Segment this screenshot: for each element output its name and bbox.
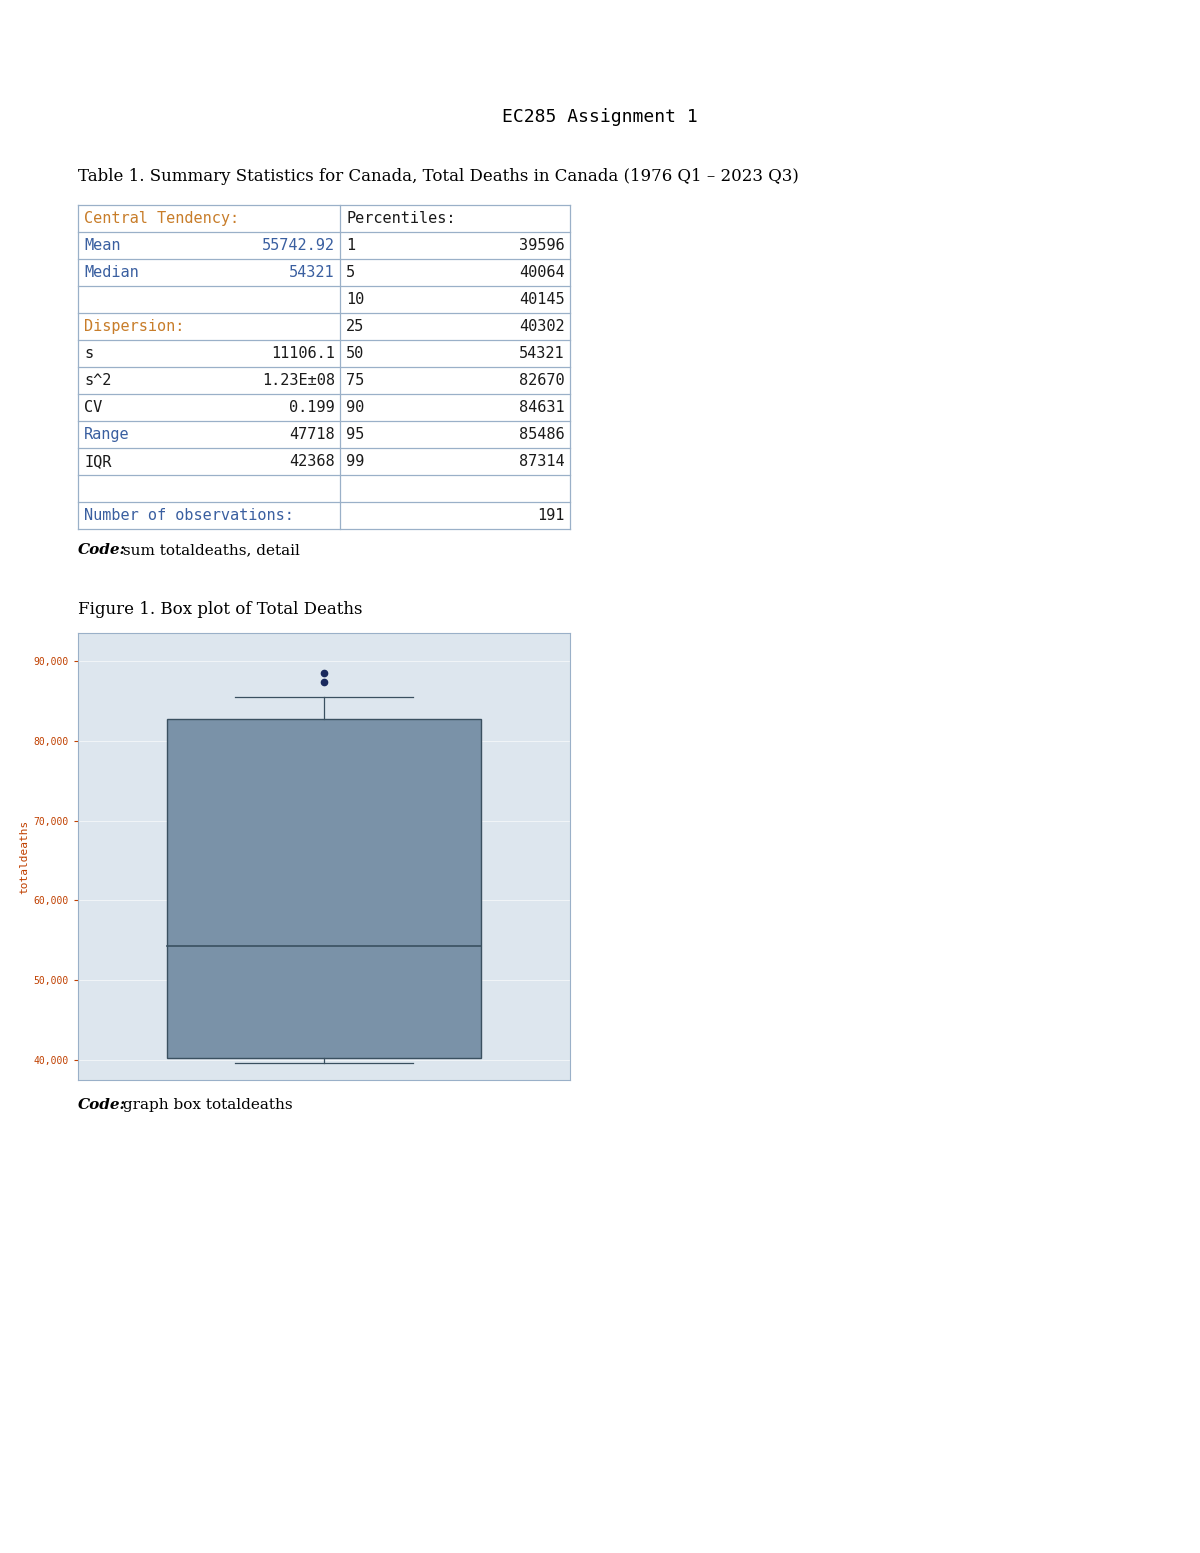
Text: 99: 99 [346,453,365,469]
Text: 50: 50 [346,346,365,360]
Text: 47718: 47718 [289,427,335,443]
Y-axis label: totaldeaths: totaldeaths [19,820,30,893]
Text: 1: 1 [346,238,355,253]
Text: Percentiles:: Percentiles: [346,211,456,227]
Bar [167,719,481,1058]
Text: 42368: 42368 [289,453,335,469]
Text: 55742.92: 55742.92 [262,238,335,253]
Text: Figure 1. Box plot of Total Deaths: Figure 1. Box plot of Total Deaths [78,601,362,618]
Text: Mean: Mean [84,238,120,253]
Text: s^2: s^2 [84,373,112,388]
Text: Table 1. Summary Statistics for Canada, Total Deaths in Canada (1976 Q1 – 2023 Q: Table 1. Summary Statistics for Canada, … [78,168,799,185]
Text: 54321: 54321 [520,346,565,360]
Text: IQR: IQR [84,453,112,469]
Text: 82670: 82670 [520,373,565,388]
Text: EC285 Assignment 1: EC285 Assignment 1 [502,109,698,126]
Text: 25: 25 [346,318,365,334]
Text: 85486: 85486 [520,427,565,443]
Text: 40064: 40064 [520,266,565,280]
Text: s: s [84,346,94,360]
Text: 191: 191 [538,508,565,523]
Text: 95: 95 [346,427,365,443]
Text: graph box totaldeaths: graph box totaldeaths [118,1098,293,1112]
Text: Code:: Code: [78,544,126,558]
Text: Range: Range [84,427,130,443]
Text: 40302: 40302 [520,318,565,334]
Text: CV: CV [84,401,102,415]
Text: 10: 10 [346,292,365,307]
Text: Number of observations:: Number of observations: [84,508,294,523]
Text: 84631: 84631 [520,401,565,415]
Text: 1.23E±08: 1.23E±08 [262,373,335,388]
Text: 39596: 39596 [520,238,565,253]
Text: 75: 75 [346,373,365,388]
Text: Code:: Code: [78,1098,126,1112]
Text: 87314: 87314 [520,453,565,469]
Text: 40145: 40145 [520,292,565,307]
Text: Central Tendency:: Central Tendency: [84,211,239,227]
Text: 11106.1: 11106.1 [271,346,335,360]
Text: sum totaldeaths, detail: sum totaldeaths, detail [118,544,300,558]
Text: Dispersion:: Dispersion: [84,318,185,334]
Text: 5: 5 [346,266,355,280]
Text: 90: 90 [346,401,365,415]
Text: Median: Median [84,266,139,280]
Text: 54321: 54321 [289,266,335,280]
Text: 0.199: 0.199 [289,401,335,415]
